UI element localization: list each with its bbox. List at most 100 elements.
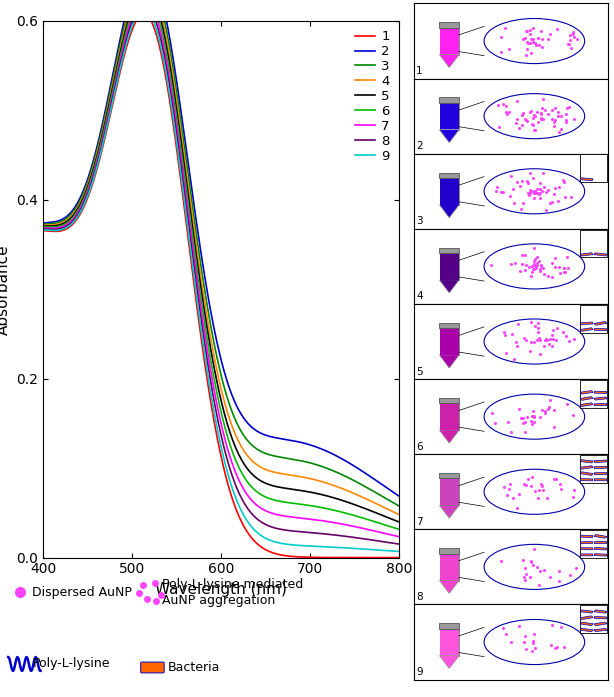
8 bbox=[278, 526, 285, 534]
Bar bbox=[440, 478, 459, 505]
8 bbox=[395, 540, 403, 549]
Polygon shape bbox=[440, 55, 459, 68]
Bar bbox=[440, 253, 459, 279]
FancyBboxPatch shape bbox=[580, 554, 593, 556]
Line: 7: 7 bbox=[43, 0, 399, 537]
6 bbox=[131, 1, 138, 10]
Bar bbox=[439, 473, 459, 478]
Polygon shape bbox=[440, 355, 459, 367]
Line: 4: 4 bbox=[43, 0, 399, 514]
FancyBboxPatch shape bbox=[594, 542, 607, 544]
6 bbox=[278, 498, 285, 506]
7 bbox=[308, 515, 316, 523]
Bar bbox=[439, 623, 459, 629]
Polygon shape bbox=[440, 430, 459, 443]
Polygon shape bbox=[440, 505, 459, 518]
FancyBboxPatch shape bbox=[580, 466, 593, 469]
Bar bbox=[440, 28, 459, 55]
Line: 6: 6 bbox=[43, 0, 399, 529]
1 bbox=[308, 553, 316, 562]
FancyBboxPatch shape bbox=[594, 473, 607, 475]
3 bbox=[278, 453, 285, 461]
4 bbox=[395, 510, 403, 519]
5 bbox=[103, 114, 110, 123]
Ellipse shape bbox=[484, 394, 585, 439]
8 bbox=[250, 512, 257, 520]
FancyBboxPatch shape bbox=[580, 628, 593, 631]
Y-axis label: Absorbance: Absorbance bbox=[0, 244, 10, 335]
2 bbox=[103, 103, 110, 112]
1 bbox=[395, 553, 403, 562]
Bar bbox=[440, 328, 459, 355]
8 bbox=[141, 0, 148, 8]
Bar bbox=[439, 548, 459, 553]
7 bbox=[201, 329, 208, 337]
8 bbox=[131, 11, 138, 20]
Polygon shape bbox=[440, 205, 459, 217]
3 bbox=[39, 220, 47, 229]
Ellipse shape bbox=[484, 544, 585, 590]
Polygon shape bbox=[440, 656, 459, 668]
FancyBboxPatch shape bbox=[594, 547, 607, 550]
FancyBboxPatch shape bbox=[594, 328, 607, 330]
3 bbox=[308, 459, 316, 468]
Polygon shape bbox=[440, 581, 459, 593]
FancyBboxPatch shape bbox=[594, 535, 607, 538]
4 bbox=[308, 475, 316, 483]
FancyBboxPatch shape bbox=[594, 479, 607, 481]
FancyBboxPatch shape bbox=[580, 328, 593, 331]
Bar bbox=[439, 247, 459, 253]
2 bbox=[278, 434, 285, 443]
FancyBboxPatch shape bbox=[580, 479, 593, 481]
Ellipse shape bbox=[484, 244, 585, 289]
9 bbox=[103, 127, 110, 135]
Bar bbox=[580, 229, 607, 257]
7 bbox=[141, 0, 149, 2]
Bar bbox=[440, 629, 459, 656]
Bar bbox=[580, 605, 607, 633]
9 bbox=[395, 547, 403, 556]
7 bbox=[39, 224, 47, 232]
Bar bbox=[440, 553, 459, 580]
Line: 3: 3 bbox=[43, 0, 399, 506]
Bar bbox=[580, 530, 607, 558]
Bar bbox=[440, 553, 459, 581]
FancyBboxPatch shape bbox=[594, 629, 607, 631]
1 bbox=[250, 536, 257, 544]
8 bbox=[39, 224, 47, 233]
Polygon shape bbox=[440, 205, 459, 217]
1 bbox=[278, 551, 285, 559]
5 bbox=[395, 518, 403, 526]
Text: Dispersed AuNP: Dispersed AuNP bbox=[33, 585, 133, 599]
Bar bbox=[439, 98, 459, 102]
8 bbox=[201, 339, 208, 348]
5 bbox=[308, 488, 316, 496]
5 bbox=[39, 222, 47, 231]
Text: Poly-L-lysine mediated
AuNP aggregation: Poly-L-lysine mediated AuNP aggregation bbox=[162, 578, 303, 606]
Text: 5: 5 bbox=[416, 367, 422, 376]
Legend: 1, 2, 3, 4, 5, 6, 7, 8, 9: 1, 2, 3, 4, 5, 6, 7, 8, 9 bbox=[352, 27, 392, 166]
5 bbox=[131, 0, 138, 5]
9 bbox=[308, 542, 316, 551]
2 bbox=[39, 219, 47, 227]
Text: 2: 2 bbox=[416, 141, 422, 151]
6 bbox=[250, 484, 257, 493]
FancyBboxPatch shape bbox=[580, 397, 593, 400]
Bar bbox=[580, 380, 607, 408]
Bar bbox=[439, 22, 459, 28]
2 bbox=[308, 441, 316, 450]
FancyBboxPatch shape bbox=[141, 662, 164, 673]
1 bbox=[201, 359, 208, 367]
Polygon shape bbox=[440, 505, 459, 518]
Bar bbox=[440, 328, 459, 355]
Polygon shape bbox=[440, 280, 459, 292]
FancyBboxPatch shape bbox=[580, 610, 593, 613]
Bar bbox=[440, 102, 459, 130]
FancyBboxPatch shape bbox=[594, 397, 607, 400]
Ellipse shape bbox=[484, 620, 585, 664]
Ellipse shape bbox=[484, 19, 585, 63]
7 bbox=[103, 121, 110, 129]
7 bbox=[250, 498, 257, 506]
Text: 7: 7 bbox=[416, 516, 422, 527]
2 bbox=[201, 273, 208, 281]
